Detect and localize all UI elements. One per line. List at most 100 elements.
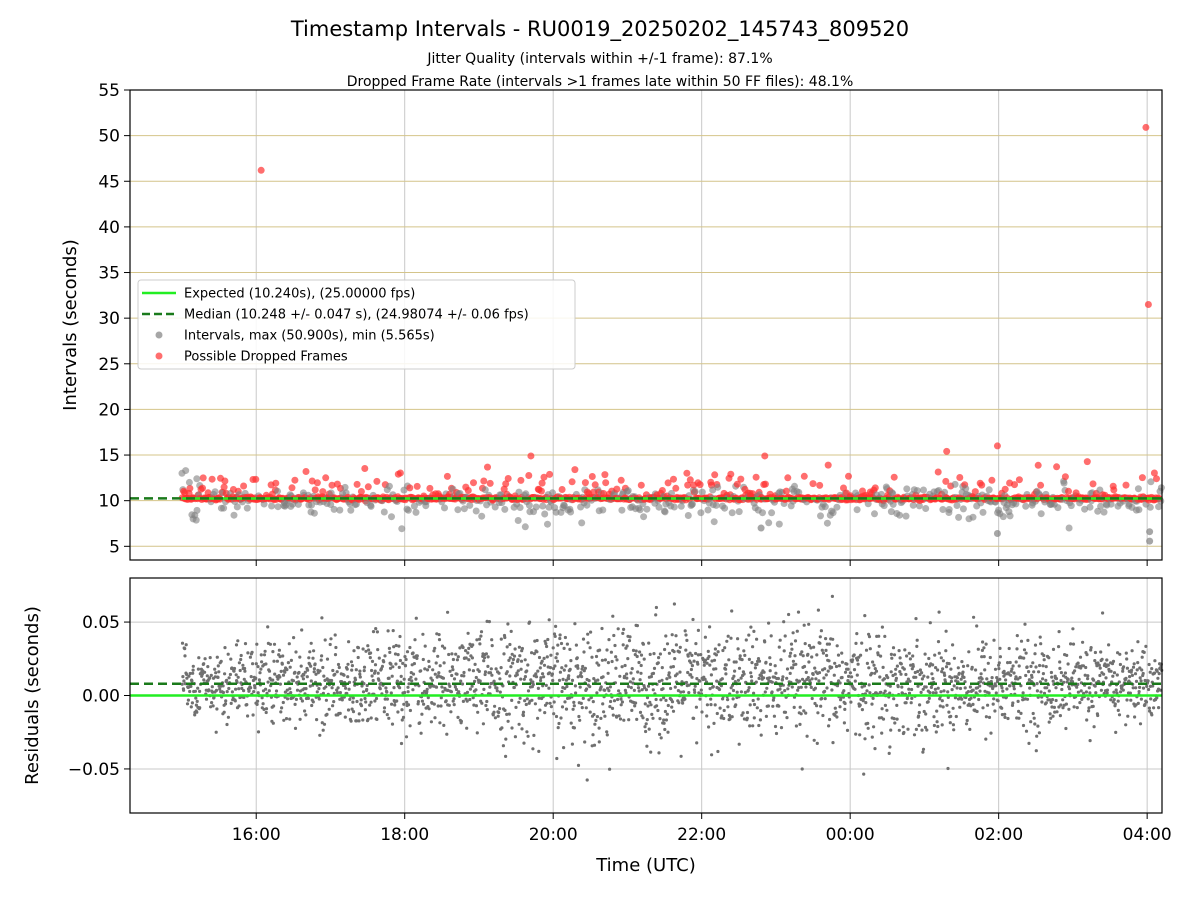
residual-point (571, 707, 575, 711)
residual-point (439, 696, 443, 700)
residual-point (1096, 713, 1100, 718)
dropped-frame-point (782, 487, 790, 495)
residual-point (400, 718, 404, 722)
residual-point (647, 641, 651, 645)
residual-point (587, 679, 591, 683)
residual-point (1071, 642, 1076, 646)
residual-point (787, 612, 791, 617)
residual-point (1138, 685, 1142, 690)
residual-point (1004, 678, 1008, 682)
residual-point (883, 634, 887, 639)
residual-point (206, 665, 210, 669)
residual-point (1143, 703, 1147, 707)
residual-point (525, 697, 529, 701)
interval-point (1012, 500, 1020, 508)
residual-point (406, 690, 410, 694)
residual-point (486, 655, 490, 659)
residual-point (384, 686, 388, 690)
residual-point (1029, 664, 1033, 669)
residual-point (499, 666, 503, 670)
residual-point (1005, 687, 1009, 691)
residual-point (767, 676, 772, 680)
residual-point (391, 665, 395, 669)
residual-point (880, 625, 885, 629)
residual-point (817, 671, 822, 675)
residual-point (1041, 672, 1045, 676)
interval-point (501, 505, 509, 513)
residual-point (539, 676, 543, 680)
residual-point (998, 646, 1002, 651)
residual-point (797, 679, 802, 683)
residual-point (603, 658, 608, 662)
residual-point (495, 689, 499, 693)
interval-point (549, 489, 556, 497)
interval-point (698, 488, 706, 496)
residual-point (370, 674, 374, 678)
residual-point (1088, 691, 1092, 695)
residual-point (497, 710, 501, 715)
residual-point (1019, 711, 1023, 716)
residual-point (772, 696, 776, 700)
residual-point (523, 658, 527, 662)
residual-point (895, 703, 899, 708)
residual-point (495, 686, 499, 690)
residual-point (554, 624, 558, 629)
residual-point (830, 594, 835, 599)
residual-point (751, 724, 755, 728)
residual-point (486, 664, 490, 669)
residual-point (831, 637, 835, 641)
residual-point (473, 679, 477, 684)
residual-point (917, 723, 921, 728)
residual-point (592, 677, 596, 681)
residual-point (259, 667, 263, 671)
residual-point (357, 712, 361, 716)
residual-point (529, 678, 533, 682)
residual-point (597, 726, 601, 730)
residual-point (1035, 682, 1039, 686)
residual-point (768, 662, 773, 667)
residual-point (458, 646, 462, 650)
residual-point (470, 684, 474, 688)
residual-point (388, 666, 393, 670)
residual-point (1034, 749, 1038, 753)
residual-point (757, 659, 762, 663)
residual-point (725, 639, 729, 643)
residual-point (726, 634, 730, 638)
residual-point (971, 688, 975, 692)
residual-point (1098, 666, 1102, 670)
residual-point (681, 701, 685, 705)
residual-point (1087, 709, 1091, 713)
residual-point (370, 659, 375, 664)
residual-point (415, 654, 419, 658)
residual-point (824, 637, 828, 641)
residual-point (236, 675, 240, 679)
residual-point (906, 727, 910, 731)
residual-point (279, 669, 283, 674)
residual-point (284, 717, 289, 721)
residual-point (977, 697, 981, 702)
residual-point (754, 680, 758, 684)
residual-point (627, 639, 632, 643)
residual-point (499, 637, 503, 641)
interval-point (985, 486, 993, 494)
dropped-frame-point (1153, 475, 1160, 483)
residual-point (593, 722, 597, 726)
residual-point (433, 646, 437, 650)
residual-point (983, 668, 987, 672)
dropped-frame-point (221, 477, 229, 485)
interval-point (1065, 524, 1073, 532)
residual-point (664, 698, 668, 703)
dropped-frame-point (752, 473, 760, 481)
residual-point (1103, 662, 1107, 666)
residual-point (583, 666, 588, 670)
residual-point (657, 751, 661, 755)
residual-point (625, 644, 629, 648)
interval-point (969, 513, 977, 521)
residual-point (479, 630, 484, 634)
residual-point (664, 634, 668, 638)
residual-point (658, 732, 662, 737)
residual-point (773, 724, 778, 729)
residual-point (216, 675, 220, 680)
residual-point (865, 689, 869, 693)
residual-point (257, 678, 261, 682)
